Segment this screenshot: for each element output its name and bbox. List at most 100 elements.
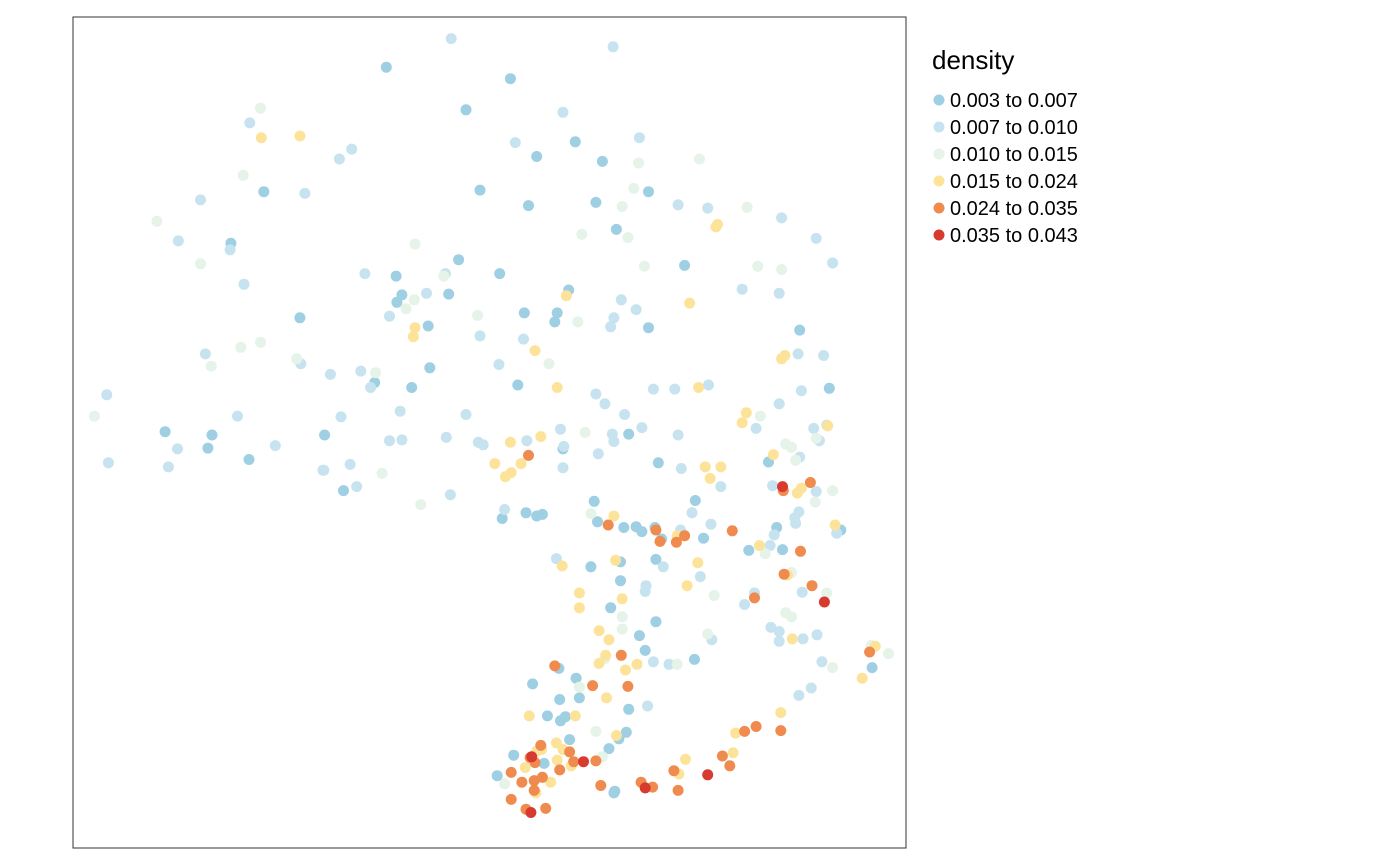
data-point — [773, 626, 785, 637]
data-point — [587, 680, 599, 692]
data-point — [643, 322, 654, 334]
data-point — [520, 507, 532, 519]
data-point — [647, 656, 659, 668]
data-point — [811, 629, 823, 641]
data-point — [773, 398, 785, 410]
data-point — [523, 710, 535, 722]
data-point — [505, 766, 517, 778]
data-point — [444, 489, 456, 501]
data-point — [199, 348, 211, 360]
data-point — [794, 324, 806, 336]
data-point — [557, 106, 569, 118]
data-point — [607, 41, 619, 53]
data-point — [672, 429, 684, 441]
legend-swatch-4 — [933, 202, 945, 214]
data-point — [864, 646, 876, 658]
data-point — [579, 427, 591, 438]
data-point — [795, 385, 807, 397]
data-point — [679, 530, 691, 542]
data-point — [359, 268, 371, 280]
data-point — [767, 480, 779, 492]
data-point — [258, 186, 270, 198]
data-point — [821, 587, 833, 599]
data-point — [570, 672, 582, 684]
data-point — [496, 513, 508, 524]
data-point — [810, 486, 822, 497]
data-point — [504, 436, 516, 448]
legend-label-3: 0.015 to 0.024 — [950, 171, 1078, 193]
data-point — [647, 383, 659, 395]
data-point — [786, 633, 798, 645]
data-point — [823, 382, 835, 394]
data-point — [654, 535, 666, 547]
data-point — [445, 33, 457, 45]
data-point — [585, 561, 597, 573]
data-point — [523, 449, 534, 461]
data-point — [790, 454, 802, 466]
data-point — [816, 656, 828, 668]
legend: density 0.003 to 0.007 0.007 to 0.010 0.01… — [932, 45, 1078, 247]
data-point — [472, 309, 483, 321]
data-point — [622, 680, 634, 692]
data-point — [529, 345, 541, 357]
data-point — [521, 435, 533, 447]
data-point — [460, 409, 472, 420]
data-point — [593, 625, 605, 637]
data-point — [822, 420, 834, 432]
data-point — [172, 443, 183, 455]
data-point — [668, 765, 680, 777]
data-point — [793, 506, 805, 518]
data-point — [650, 553, 662, 565]
data-point — [545, 776, 557, 788]
data-point — [739, 599, 751, 610]
data-point — [759, 548, 771, 560]
data-point — [394, 405, 406, 417]
data-point — [628, 182, 640, 194]
data-point — [765, 621, 777, 633]
data-point — [551, 382, 563, 393]
legend-label-1: 0.007 to 0.010 — [950, 117, 1078, 139]
data-point — [610, 554, 622, 566]
data-point — [595, 780, 607, 791]
data-point — [736, 417, 748, 429]
data-point — [344, 458, 356, 470]
data-point — [590, 196, 602, 208]
data-point — [780, 607, 792, 619]
data-point — [793, 689, 805, 701]
data-point — [505, 793, 517, 805]
data-point — [693, 153, 705, 165]
data-point — [557, 462, 569, 474]
data-point — [615, 294, 627, 306]
data-point — [639, 644, 651, 656]
data-point — [499, 471, 511, 483]
data-point — [663, 658, 675, 670]
data-point — [88, 410, 100, 422]
data-point — [702, 769, 714, 781]
data-point — [883, 648, 894, 660]
data-point — [540, 802, 552, 814]
data-point — [333, 153, 345, 165]
data-point — [633, 132, 645, 144]
data-point — [509, 137, 521, 149]
data-point — [692, 557, 704, 569]
data-point — [590, 755, 602, 767]
data-point — [202, 442, 214, 454]
data-point — [554, 764, 566, 776]
data-point — [650, 524, 662, 536]
data-point — [643, 186, 654, 198]
data-point — [804, 477, 816, 488]
data-point — [390, 270, 402, 282]
data-point — [294, 130, 306, 142]
data-point — [568, 756, 580, 768]
data-point — [856, 672, 868, 684]
data-point — [351, 481, 363, 493]
data-point — [740, 407, 752, 419]
data-point — [669, 383, 681, 395]
data-point — [573, 602, 585, 614]
data-point — [536, 508, 548, 520]
data-point — [291, 353, 303, 365]
data-point — [593, 658, 605, 669]
data-point — [541, 710, 553, 722]
data-point — [689, 653, 700, 665]
data-point — [564, 746, 576, 758]
